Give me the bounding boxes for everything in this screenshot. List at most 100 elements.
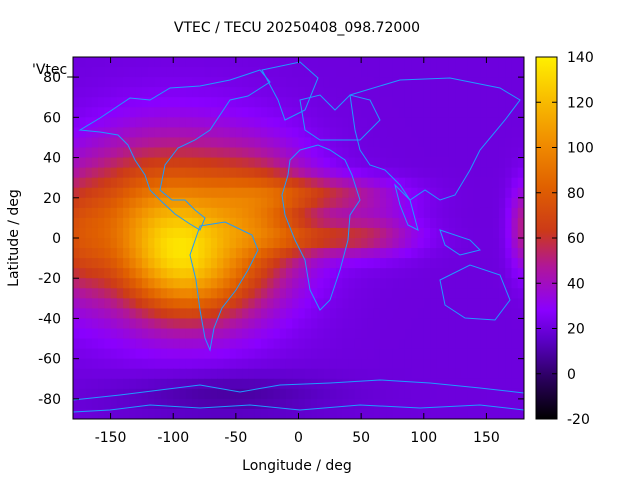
heatmap-cell [317, 67, 325, 78]
heatmap-cell [123, 167, 130, 179]
heatmap-cell [442, 117, 450, 128]
heatmap-cell [473, 338, 481, 350]
heatmap-cell [498, 227, 506, 239]
heatmap-cell [298, 67, 306, 78]
heatmap-cell [279, 77, 287, 88]
heatmap-cell [110, 348, 118, 360]
heatmap-cell [398, 258, 406, 269]
heatmap-cell [210, 258, 218, 269]
heatmap-cell [392, 87, 400, 98]
heatmap-cell [448, 398, 456, 410]
heatmap-cell [505, 268, 513, 279]
heatmap-cell [85, 107, 93, 118]
heatmap-cell [248, 107, 256, 118]
heatmap-cell [229, 378, 237, 390]
colorbar-tick-label: 60 [567, 231, 585, 247]
heatmap-cell [217, 57, 224, 68]
heatmap-cell [386, 67, 394, 78]
heatmap-cell [91, 348, 99, 360]
heatmap-cell [123, 348, 130, 360]
heatmap-cell [73, 107, 80, 118]
heatmap-cell [242, 408, 249, 419]
heatmap-cell [467, 57, 475, 68]
heatmap-cell [129, 217, 137, 229]
heatmap-cell [311, 308, 318, 320]
heatmap-cell [342, 197, 350, 209]
heatmap-cell [229, 197, 237, 209]
heatmap-cell [304, 137, 312, 149]
heatmap-cell [348, 248, 356, 259]
heatmap-cell [154, 328, 162, 340]
heatmap-cell [430, 57, 437, 68]
y-tick-label: -40 [38, 311, 61, 327]
heatmap-cell [223, 97, 231, 108]
heatmap-cell [91, 207, 99, 219]
heatmap-cell [480, 268, 488, 279]
heatmap-cell [273, 368, 281, 380]
heatmap-cell [505, 167, 513, 179]
heatmap-cell [248, 238, 256, 249]
heatmap-cell [166, 278, 174, 289]
heatmap-cell [242, 298, 249, 309]
heatmap-cell [260, 197, 268, 209]
heatmap-cell [455, 338, 462, 350]
heatmap-cell [273, 167, 281, 179]
heatmap-cell [329, 67, 337, 78]
heatmap-cell [141, 67, 149, 78]
heatmap-cell [342, 358, 350, 370]
heatmap-cell [166, 157, 174, 169]
heatmap-cell [98, 358, 105, 370]
heatmap-cell [173, 217, 181, 229]
heatmap-cell [173, 298, 181, 309]
heatmap-cell [348, 177, 356, 189]
heatmap-cell [505, 248, 513, 259]
heatmap-cell [141, 378, 149, 390]
heatmap-cell [417, 157, 425, 169]
heatmap-cell [455, 187, 462, 199]
heatmap-cell [154, 127, 162, 139]
heatmap-cell [354, 338, 362, 350]
heatmap-cell [179, 268, 187, 279]
heatmap-cell [79, 177, 87, 189]
heatmap-cell [404, 298, 412, 309]
heatmap-cell [386, 378, 394, 390]
heatmap-cell [141, 217, 149, 229]
heatmap-cell [110, 238, 118, 249]
heatmap-cell [398, 157, 406, 169]
heatmap-cell [436, 167, 444, 179]
heatmap-cell [511, 358, 519, 370]
heatmap-cell [411, 217, 419, 229]
heatmap-cell [192, 288, 199, 299]
heatmap-cell [354, 378, 362, 390]
heatmap-cell [486, 358, 494, 370]
heatmap-cell [367, 238, 375, 249]
heatmap-cell [361, 318, 368, 330]
heatmap-cell [379, 57, 387, 68]
heatmap-cell [317, 57, 325, 68]
heatmap-cell [467, 227, 475, 239]
heatmap-cell [292, 248, 300, 259]
heatmap-cell [436, 207, 444, 219]
heatmap-cell [430, 388, 437, 400]
heatmap-cell [210, 408, 218, 419]
heatmap-cell [98, 278, 105, 289]
heatmap-cell [135, 97, 143, 108]
heatmap-cell [361, 258, 368, 269]
heatmap-cell [348, 378, 356, 390]
heatmap-cell [279, 378, 287, 390]
heatmap-cell [404, 308, 412, 320]
heatmap-cell [210, 298, 218, 309]
heatmap-cell [204, 348, 212, 360]
heatmap-cell [273, 278, 281, 289]
heatmap-cell [448, 368, 456, 380]
heatmap-cell [166, 398, 174, 410]
heatmap-cell [129, 167, 137, 179]
heatmap-cell [361, 238, 368, 249]
heatmap-cell [442, 338, 450, 350]
heatmap-cell [148, 308, 156, 320]
heatmap-cell [473, 97, 481, 108]
heatmap-cell [229, 157, 237, 169]
heatmap-cell [110, 298, 118, 309]
heatmap-cell [229, 358, 237, 370]
heatmap-cell [123, 358, 130, 370]
